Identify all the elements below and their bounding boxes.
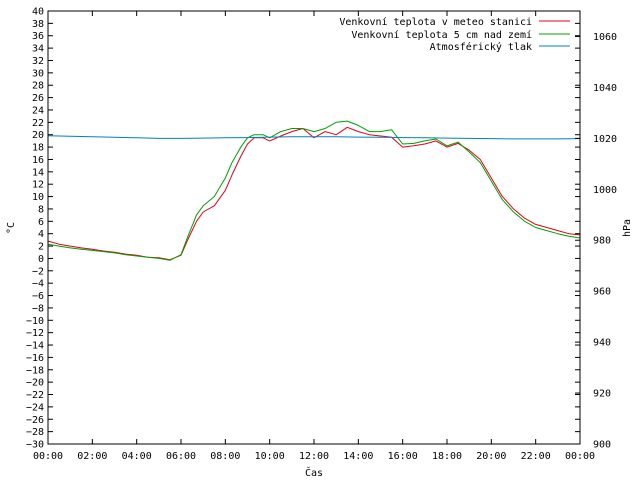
legend: Venkovní teplota v meteo stanici Venkovn… xyxy=(339,16,570,53)
y-left-tick-label: 18 xyxy=(32,143,44,154)
y-left-tick-label: −18 xyxy=(26,365,44,376)
y-left-tick-label: −12 xyxy=(26,328,44,339)
legend-label-pressure: Atmosférický tlak xyxy=(430,41,532,53)
x-tick-label: 04:00 xyxy=(122,451,152,462)
x-axis-title: Čas xyxy=(305,466,323,479)
y-left-tick-label: 38 xyxy=(32,19,44,30)
y-left-tick-label: 6 xyxy=(38,217,44,228)
y-left-tick-label: 14 xyxy=(32,167,44,178)
y-left-tick-label: 12 xyxy=(32,180,44,191)
y-left-tick-label: 0 xyxy=(38,254,44,265)
y-right-tick-label: 920 xyxy=(593,389,611,400)
y-right-tick-label: 940 xyxy=(593,338,611,349)
x-tick-label: 00:00 xyxy=(33,451,63,462)
x-tick-label: 14:00 xyxy=(343,451,373,462)
legend-label-ground-temp: Venkovní teplota 5 cm nad zemí xyxy=(351,29,532,41)
y-axis-left-title: °C xyxy=(6,222,17,234)
x-tick-label: 20:00 xyxy=(476,451,506,462)
ticks-layer xyxy=(47,10,581,445)
y-left-tick-label: 2 xyxy=(38,242,44,253)
x-tick-label: 18:00 xyxy=(432,451,462,462)
x-tick-label: 12:00 xyxy=(299,451,329,462)
y-left-tick-label: 24 xyxy=(32,105,44,116)
tick-labels-layer: 4038363432302826242220181614121086420−2−… xyxy=(26,7,617,463)
y-left-tick-label: 26 xyxy=(32,93,44,104)
y-left-tick-label: −24 xyxy=(26,402,44,413)
y-left-tick-label: 36 xyxy=(32,31,44,42)
series-layer xyxy=(47,120,581,261)
y-left-tick-label: −6 xyxy=(32,291,44,302)
y-right-tick-label: 960 xyxy=(593,287,611,298)
y-right-tick-label: 980 xyxy=(593,236,611,247)
y-left-tick-label: 8 xyxy=(38,204,44,215)
y-left-tick-label: −4 xyxy=(32,279,44,290)
y-left-tick-label: −10 xyxy=(26,316,44,327)
x-tick-label: 00:00 xyxy=(565,451,595,462)
y-left-tick-label: 32 xyxy=(32,56,44,67)
y-right-tick-label: 1020 xyxy=(593,134,617,145)
y-left-tick-label: 4 xyxy=(38,229,44,240)
x-tick-label: 10:00 xyxy=(255,451,285,462)
x-tick-label: 02:00 xyxy=(77,451,107,462)
x-tick-label: 22:00 xyxy=(521,451,551,462)
y-left-tick-label: 34 xyxy=(32,44,44,55)
y-left-tick-label: −20 xyxy=(26,378,44,389)
y-left-tick-label: 28 xyxy=(32,81,44,92)
x-tick-label: 06:00 xyxy=(166,451,196,462)
y-left-tick-label: 40 xyxy=(32,7,44,18)
y-left-tick-label: 22 xyxy=(32,118,44,129)
y-left-tick-label: 30 xyxy=(32,68,44,79)
y-left-tick-label: −8 xyxy=(32,303,44,314)
y-left-tick-label: −26 xyxy=(26,415,44,426)
x-tick-label: 08:00 xyxy=(210,451,240,462)
y-right-tick-label: 900 xyxy=(593,440,611,451)
y-right-tick-label: 1040 xyxy=(593,83,617,94)
y-left-tick-label: −28 xyxy=(26,427,44,438)
series-line-ground-temp xyxy=(47,120,581,261)
y-left-tick-label: −30 xyxy=(26,440,44,451)
series-line-pressure xyxy=(47,135,581,140)
legend-label-outdoor-temp: Venkovní teplota v meteo stanici xyxy=(339,16,532,28)
y-right-tick-label: 1000 xyxy=(593,185,617,196)
y-left-tick-label: 20 xyxy=(32,130,44,141)
y-left-tick-label: 10 xyxy=(32,192,44,203)
y-right-tick-label: 1060 xyxy=(593,32,617,43)
y-axis-right-title: hPa xyxy=(622,219,633,237)
y-left-tick-label: −14 xyxy=(26,341,44,352)
y-left-tick-label: −16 xyxy=(26,353,44,364)
x-tick-label: 16:00 xyxy=(388,451,418,462)
y-left-tick-label: −22 xyxy=(26,390,44,401)
y-left-tick-label: 16 xyxy=(32,155,44,166)
y-left-tick-label: −2 xyxy=(32,266,44,277)
